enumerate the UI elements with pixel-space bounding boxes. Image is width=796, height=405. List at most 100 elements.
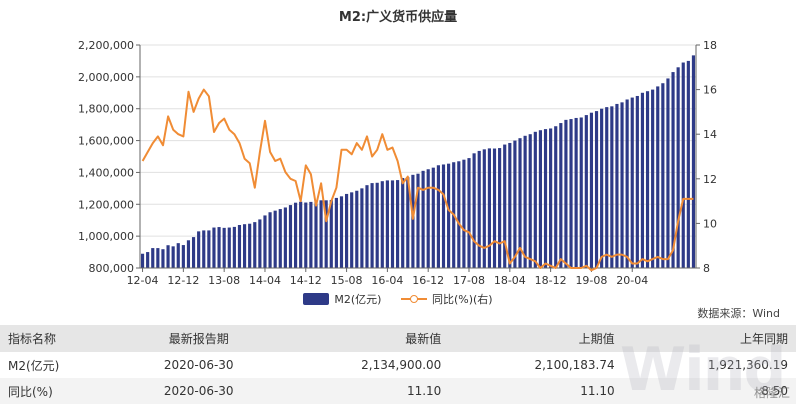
y-right-tick-label: 12 [703,173,717,186]
row-m2-year-ago: 1,921,360.19 [622,352,796,378]
m2-bar [309,201,313,268]
y-left-tick-label: 2,000,000 [78,71,134,84]
row-yoy-period: 2020-06-30 [121,378,276,404]
m2-bar [492,148,497,268]
m2-bar [564,119,568,268]
table-row: M2(亿元) 2020-06-30 2,134,900.00 2,100,183… [0,352,796,378]
m2-bar [651,89,655,268]
data-source: 数据来源：Wind [697,307,780,320]
row-m2-name: M2(亿元) [0,352,122,378]
m2-bar [212,227,216,268]
m2-bar [293,202,298,268]
m2-bar [345,193,349,268]
m2-bar [248,223,252,268]
m2-bar [559,123,563,268]
row-m2-period: 2020-06-30 [121,352,276,378]
m2-bar [339,196,344,268]
m2-bar [370,183,374,268]
m2-bar [396,180,400,268]
row-yoy-year-ago: 8.50 [622,378,796,404]
m2-bar [462,159,466,268]
m2-bar [181,245,185,268]
y-right-tick-label: 18 [703,39,717,52]
m2-bar [186,240,191,268]
m2-bar [355,190,359,268]
m2-bar [166,245,170,268]
y-right-tick-label: 8 [703,262,710,275]
m2-bar [635,95,639,268]
y-left-tick-label: 800,000 [89,262,135,275]
m2-bar [375,182,379,268]
yoy-line [141,88,694,272]
chart-legend: M2(亿元) 同比(%)(右) [0,291,796,308]
y-left-tick-label: 1,000,000 [78,230,134,243]
y-right-tick-label: 14 [703,128,717,141]
m2-bar [156,248,160,268]
m2-bar [319,200,323,268]
m2-bar [253,222,257,268]
m2-bar [441,164,446,268]
m2-bar [543,129,548,268]
m2-bar [197,231,201,268]
m2-bar [171,246,175,268]
m2-bar [610,106,614,268]
legend-item-bar[interactable]: M2(亿元) [303,291,381,307]
chart-area: 800,000 1,000,000 1,200,000 1,400,000 1,600,… [78,39,717,287]
legend-label-yoy: 同比(%)(右) [431,293,493,306]
row-m2-previous: 2,100,183.74 [449,352,623,378]
m2-bar [574,117,578,269]
m2-bar [482,149,486,268]
m2-bar [630,97,634,268]
header-latest-value: 最新值 [275,325,450,352]
m2-bar [620,102,624,268]
m2-bar [385,180,389,268]
m2-bar [350,192,354,268]
row-m2-latest: 2,134,900.00 [275,352,450,378]
m2-bar [436,165,440,268]
m2-bar [227,227,231,268]
m2-bar [605,107,609,268]
m2-bar [681,62,685,269]
header-indicator: 指标名称 [0,325,122,352]
header-year-ago: 上年同期 [622,325,796,352]
m2-chart-svg: 800,000 1,000,000 1,200,000 1,400,000 1,600,… [78,39,717,287]
m2-bar [533,131,537,268]
x-tick-label: 16-04 [371,274,403,287]
m2-bar [421,170,425,268]
chart-title: M2:广义货币供应量 [338,10,458,25]
x-tick-label: 18-04 [494,274,526,287]
m2-bar [431,167,435,268]
x-tick-label: 20-04 [616,274,648,287]
y-left-tick-label: 1,400,000 [78,166,134,179]
m2-bar [217,227,221,268]
m2-bar [365,185,369,268]
m2-bar [447,163,451,268]
m2-bar [202,230,206,268]
x-tick-label: 15-08 [331,274,363,287]
m2-bar [426,169,430,268]
legend-label-m2: M2(亿元) [334,293,382,306]
m2-bar [191,237,196,268]
m2-bar [161,249,165,268]
m2-bar [232,226,236,268]
y-right-tick-label: 10 [703,217,717,230]
x-tick-label: 18-12 [535,274,567,287]
m2-bar [503,144,507,268]
m2-bar [584,115,588,268]
m2-bar [278,209,282,268]
m2-bar [661,83,665,268]
m2-bar [640,92,645,269]
x-tick-label: 16-12 [412,274,444,287]
row-yoy-previous: 11.10 [449,378,623,404]
header-previous-value: 上期值 [449,325,623,352]
m2-bar [528,134,532,268]
m2-bar [472,153,476,268]
row-yoy-name: 同比(%) [0,378,122,404]
m2-bar [401,178,405,268]
m2-bar [676,67,680,268]
legend-line-swatch [400,293,427,305]
m2-bar [151,248,155,268]
legend-item-line[interactable]: 同比(%)(右) [400,291,493,307]
x-tick-label: 14-12 [290,274,322,287]
m2-bar [666,78,670,268]
